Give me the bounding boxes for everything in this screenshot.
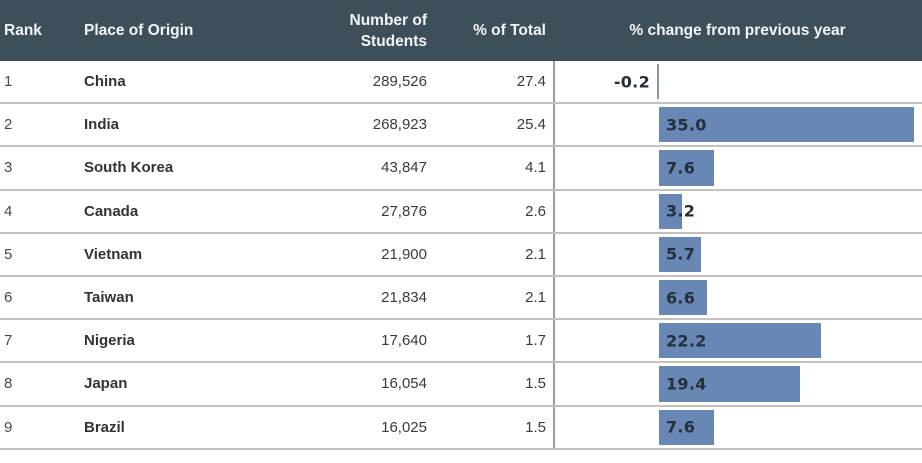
students-cell: 27,876 <box>381 202 427 220</box>
place-cell: South Korea <box>84 159 174 177</box>
pct-change-bar-cell: 5.7 <box>553 233 922 275</box>
table-row: 5 Vietnam 21,900 2.1 5.7 <box>0 233 922 277</box>
table-row: 8 Japan 16,054 1.5 19.4 <box>0 363 922 407</box>
place-cell: Nigeria <box>84 332 135 350</box>
change-bar <box>659 279 707 316</box>
students-cell: 17,640 <box>381 332 427 350</box>
pct-change-bar-cell: 7.6 <box>553 406 922 448</box>
change-bar-label: 19.4 <box>666 374 707 394</box>
header-percent-change: % change from previous year <box>629 21 846 39</box>
change-bar <box>657 64 659 100</box>
change-bar-label: 6.6 <box>666 288 696 308</box>
pct-change-bar-cell: 6.6 <box>553 276 922 319</box>
students-cell: 268,923 <box>372 116 427 134</box>
table-row: 9 Brazil 16,025 1.5 7.6 <box>0 406 922 450</box>
header-rank: Rank <box>4 21 42 39</box>
change-bar-label: 7.6 <box>666 158 696 178</box>
pct-total-cell: 1.7 <box>525 332 546 350</box>
rank-cell: 7 <box>4 332 13 350</box>
rank-cell: 5 <box>4 245 13 263</box>
pct-change-bar-cell: 19.4 <box>553 363 922 405</box>
change-bar <box>659 409 714 445</box>
table-row: 1 China 289,526 27.4 -0.2 <box>0 61 922 105</box>
pct-total-cell: 2.1 <box>525 289 546 307</box>
students-cell: 21,900 <box>381 245 427 263</box>
header-number-of-students: Number of Students <box>349 11 428 50</box>
change-bar <box>659 236 701 272</box>
pct-total-cell: 2.6 <box>525 202 546 220</box>
students-cell: 16,025 <box>381 418 427 436</box>
students-origin-table: Rank Place of Origin Number of Students … <box>0 0 922 450</box>
pct-change-bar-cell: -0.2 <box>553 61 922 103</box>
rank-cell: 9 <box>4 418 13 436</box>
change-bar-label: 22.2 <box>666 331 707 351</box>
rank-cell: 3 <box>4 159 13 177</box>
pct-total-cell: 2.1 <box>525 245 546 263</box>
table-row: 3 South Korea 43,847 4.1 7.6 <box>0 147 922 191</box>
change-bar <box>659 107 914 143</box>
rank-cell: 6 <box>4 289 13 307</box>
place-cell: China <box>84 73 126 91</box>
table-row: 2 India 268,923 25.4 35.0 <box>0 104 922 148</box>
rank-cell: 4 <box>4 202 13 220</box>
pct-change-bar-cell: 3.2 <box>553 190 922 232</box>
table-row: 7 Nigeria 17,640 1.7 22.2 <box>0 320 922 364</box>
rank-cell: 1 <box>4 73 13 91</box>
change-bar-label: -0.2 <box>613 72 650 92</box>
change-bar-label: 35.0 <box>666 115 707 135</box>
place-cell: India <box>84 116 120 134</box>
place-cell: Taiwan <box>84 289 134 307</box>
table-header: Rank Place of Origin Number of Students … <box>0 0 922 61</box>
students-cell: 16,054 <box>381 375 427 393</box>
rank-cell: 2 <box>4 116 13 134</box>
place-cell: Canada <box>84 202 139 220</box>
change-bar-label: 7.6 <box>666 417 696 437</box>
change-bar <box>659 366 800 402</box>
place-cell: Brazil <box>84 418 125 436</box>
pct-total-cell: 25.4 <box>516 116 546 134</box>
pct-total-cell: 27.4 <box>516 73 546 91</box>
students-cell: 289,526 <box>372 73 427 91</box>
pct-total-cell: 4.1 <box>525 159 546 177</box>
change-bar-label: 5.7 <box>666 244 696 264</box>
students-cell: 43,847 <box>381 159 427 177</box>
pct-change-bar-cell: 7.6 <box>553 147 922 189</box>
header-percent-of-total: % of Total <box>473 21 546 39</box>
place-cell: Vietnam <box>84 245 143 263</box>
change-bar-label: 3.2 <box>666 201 696 221</box>
pct-total-cell: 1.5 <box>525 418 546 436</box>
header-place-of-origin: Place of Origin <box>84 21 194 39</box>
table-row: 6 Taiwan 21,834 2.1 6.6 <box>0 276 922 321</box>
pct-change-bar-cell: 35.0 <box>553 104 922 146</box>
place-cell: Japan <box>84 375 128 393</box>
change-bar <box>659 150 714 186</box>
students-cell: 21,834 <box>381 289 427 307</box>
change-bar <box>659 193 682 229</box>
change-bar <box>659 323 821 359</box>
pct-change-bar-cell: 22.2 <box>553 320 922 362</box>
rank-cell: 8 <box>4 375 13 393</box>
pct-total-cell: 1.5 <box>525 375 546 393</box>
table-row: 4 Canada 27,876 2.6 3.2 <box>0 190 922 234</box>
